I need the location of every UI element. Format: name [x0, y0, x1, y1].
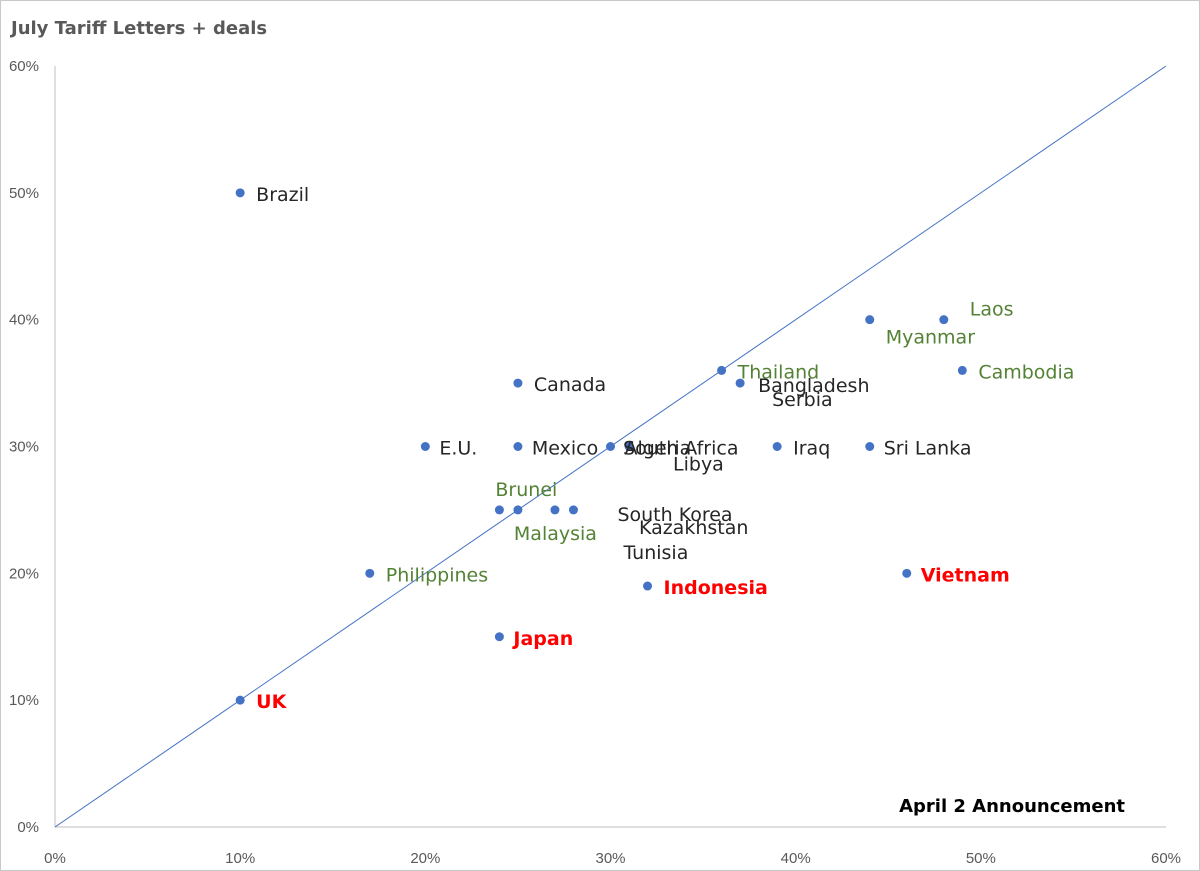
- data-label-sri-lanka: Sri Lanka: [884, 438, 972, 460]
- data-point: [606, 442, 615, 451]
- axes: 0% 10% 20% 30% 40% 50% 60% 0% 10% 20% 30% 40% 50% 60%: [9, 58, 1181, 867]
- data-point: [235, 695, 245, 705]
- x-tick-label: 10%: [225, 850, 255, 867]
- x-tick-label: 30%: [595, 850, 625, 867]
- data-label-laos: Laos: [970, 299, 1014, 321]
- y-tick-label: 20%: [9, 565, 39, 582]
- data-label-mexico: Mexico: [532, 438, 598, 460]
- data-label-south-korea: South Korea: [617, 504, 732, 526]
- y-tick-label: 0%: [17, 819, 39, 836]
- data-label-japan: Japan: [511, 628, 573, 650]
- data-label-myanmar: Myanmar: [886, 327, 975, 349]
- data-point: [957, 365, 967, 375]
- data-point: [902, 568, 912, 578]
- data-label-canada: Canada: [534, 374, 606, 396]
- data-point: [420, 442, 430, 451]
- y-tick-label: 10%: [9, 692, 39, 709]
- data-label-brazil: Brazil: [256, 184, 309, 206]
- data-label-brunei: Brunei: [495, 479, 557, 501]
- x-tick-label: 20%: [410, 850, 440, 867]
- y-tick-label: 40%: [9, 312, 39, 329]
- data-point: [365, 568, 375, 578]
- data-label-south-africa: South Africa: [623, 438, 738, 460]
- data-point: [513, 505, 523, 515]
- data-point: [624, 442, 634, 451]
- data-label-tunisia: Tunisia: [622, 542, 688, 564]
- x-axis-title: April 2 Announcement: [899, 796, 1125, 817]
- data-point: [865, 442, 875, 451]
- chart-title: July Tariff Letters + deals: [9, 18, 267, 39]
- data-label-kazakhstan: Kazakhstan: [639, 517, 748, 539]
- data-label-algeria: Algeria: [625, 438, 692, 460]
- data-point: [772, 442, 782, 451]
- x-tick-label: 50%: [966, 850, 996, 867]
- y-tick-label: 60%: [9, 58, 39, 75]
- data-label-indonesia: Indonesia: [664, 577, 768, 599]
- data-point: [513, 442, 523, 451]
- data-label-philippines: Philippines: [386, 564, 488, 586]
- data-point: [643, 581, 653, 591]
- x-tick-label: 60%: [1151, 850, 1181, 867]
- data-point: [235, 188, 245, 198]
- data-point: [494, 505, 504, 515]
- y-tick-label: 50%: [9, 185, 39, 202]
- data-point: [735, 378, 745, 388]
- data-label-bangladesh: Bangladesh: [758, 375, 869, 397]
- data-point: [568, 505, 578, 515]
- data-label-iraq: Iraq: [793, 438, 830, 460]
- data-points: [235, 188, 967, 705]
- data-label-e-u-: E.U.: [439, 438, 477, 460]
- data-label-malaysia: Malaysia: [514, 523, 597, 545]
- x-tick-label: 40%: [781, 850, 811, 867]
- data-label-libya: Libya: [673, 454, 724, 476]
- x-tick-label: 0%: [44, 850, 66, 867]
- data-point: [550, 505, 560, 515]
- data-label-cambodia: Cambodia: [978, 361, 1074, 383]
- data-label-serbia: Serbia: [772, 389, 833, 411]
- data-point: [939, 315, 949, 325]
- data-label-thailand: Thailand: [737, 361, 820, 383]
- data-point: [865, 315, 875, 325]
- y-tick-label: 30%: [9, 439, 39, 456]
- data-label-uk: UK: [256, 691, 287, 713]
- data-point: [513, 378, 523, 388]
- data-point: [494, 632, 504, 642]
- data-label-vietnam: Vietnam: [921, 564, 1010, 586]
- data-point: [717, 365, 727, 375]
